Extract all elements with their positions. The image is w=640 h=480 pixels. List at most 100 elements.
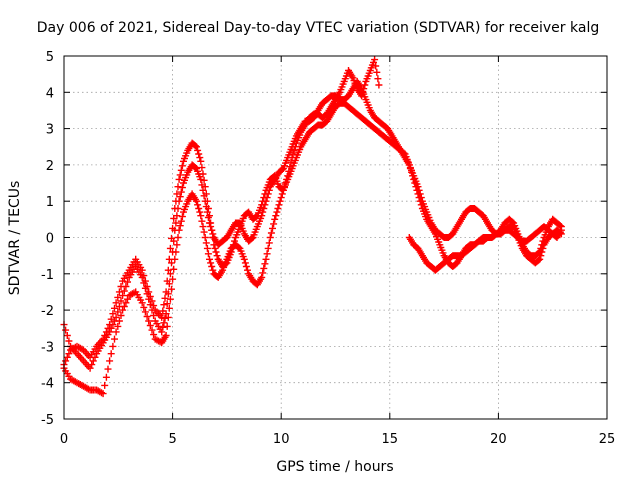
data-point <box>262 255 270 263</box>
data-point <box>260 205 268 212</box>
data-point <box>178 213 186 221</box>
y-axis-label: SDTVAR / TECUs <box>7 181 23 296</box>
data-point <box>200 176 208 184</box>
series-track-3 <box>60 99 565 398</box>
data-point <box>248 234 256 242</box>
data-point <box>107 350 115 358</box>
data-point <box>109 310 117 318</box>
data-point <box>102 373 110 381</box>
data-point <box>175 175 183 183</box>
data-point <box>252 213 260 221</box>
data-point <box>141 284 149 292</box>
data-point <box>98 389 105 397</box>
chart-title: Day 006 of 2021, Sidereal Day-to-day VTE… <box>37 20 599 36</box>
data-point <box>274 205 282 212</box>
data-point <box>207 259 215 267</box>
data-point <box>265 239 273 247</box>
data-point <box>145 317 153 325</box>
data-point <box>114 293 122 301</box>
data-point <box>198 164 206 172</box>
y-tick-label: -1 <box>41 268 54 283</box>
data-point <box>117 312 125 319</box>
data-point <box>143 290 151 298</box>
data-point <box>270 220 278 228</box>
axis-ticks: 0 5 10 15 20 25 -5 -4 -3 -2 -1 0 1 2 3 4 5 <box>41 50 615 447</box>
data-point <box>170 265 178 273</box>
data-point <box>259 208 267 216</box>
y-tick-label: 2 <box>46 159 54 174</box>
data-point <box>201 234 209 241</box>
data-point <box>258 212 266 220</box>
x-tick-label: 20 <box>490 432 507 447</box>
data-point <box>409 172 417 180</box>
data-point <box>91 353 99 361</box>
data-point <box>141 308 149 316</box>
data-point <box>161 294 169 302</box>
data-point <box>150 331 158 339</box>
data-point <box>206 219 213 227</box>
data-point <box>208 226 216 234</box>
data-point <box>538 248 546 256</box>
x-tick-label: 10 <box>273 432 290 447</box>
data-point <box>119 306 127 314</box>
data-point <box>99 390 107 398</box>
data-point <box>148 326 156 334</box>
data-point <box>262 197 270 205</box>
data-point <box>273 208 281 216</box>
data-point <box>416 197 424 205</box>
data-point <box>375 81 383 89</box>
data-point <box>173 212 181 220</box>
x-tick-label: 15 <box>382 432 399 447</box>
data-point <box>235 244 243 251</box>
data-point <box>265 186 273 194</box>
data-point <box>195 150 203 158</box>
data-point <box>410 175 418 183</box>
data-point <box>202 203 210 211</box>
data-point <box>208 263 216 270</box>
data-point <box>148 306 156 314</box>
data-point <box>164 313 172 321</box>
data-point <box>537 252 545 260</box>
data-point <box>203 244 211 252</box>
data-point <box>178 162 186 170</box>
data-point <box>197 212 205 220</box>
y-tick-label: 0 <box>46 232 54 247</box>
data-point <box>164 266 172 274</box>
data-point <box>207 223 215 231</box>
data-point <box>194 201 202 209</box>
data-point <box>206 255 213 263</box>
y-tick-label: 5 <box>46 50 54 65</box>
data-point <box>417 201 425 209</box>
data-point <box>171 255 179 263</box>
data-point <box>264 244 272 252</box>
data-point <box>259 269 267 277</box>
data-point <box>198 181 206 189</box>
data-point <box>111 304 118 312</box>
data-point <box>242 263 250 270</box>
data-point <box>163 322 171 330</box>
data-point <box>266 234 274 241</box>
data-point <box>145 295 153 303</box>
data-point <box>112 313 120 321</box>
data-point <box>166 270 174 278</box>
data-point <box>164 290 172 298</box>
data-point <box>211 244 219 252</box>
data-point <box>88 361 96 369</box>
data-point <box>138 273 146 281</box>
data-point <box>89 357 97 365</box>
data-point <box>174 234 182 241</box>
data-point <box>114 322 122 330</box>
data-point <box>275 201 283 209</box>
data-point <box>212 248 220 256</box>
data-point <box>165 280 173 288</box>
data-point <box>140 303 148 311</box>
data-point <box>191 164 199 172</box>
data-point <box>62 326 70 334</box>
data-point <box>278 165 286 173</box>
data-point <box>536 255 544 263</box>
data-point <box>199 223 207 231</box>
data-point <box>196 208 204 216</box>
data-point <box>65 337 73 345</box>
series-track-1 <box>60 56 383 369</box>
